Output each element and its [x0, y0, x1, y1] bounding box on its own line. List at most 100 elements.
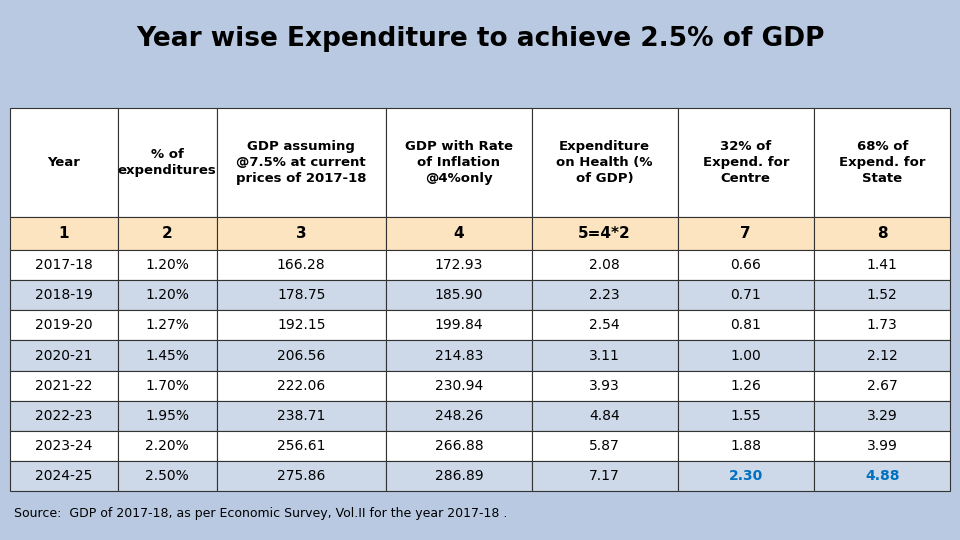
Bar	[532, 461, 678, 491]
Bar	[678, 108, 814, 217]
Text: 2020-21: 2020-21	[35, 348, 92, 362]
Text: 1.20%: 1.20%	[145, 258, 189, 272]
Bar	[678, 217, 814, 250]
Text: 1.20%: 1.20%	[145, 288, 189, 302]
Bar	[678, 280, 814, 310]
Bar	[386, 217, 532, 250]
Text: 248.26: 248.26	[435, 409, 483, 423]
Text: 2017-18: 2017-18	[35, 258, 92, 272]
Text: 2.67: 2.67	[867, 379, 898, 393]
Text: 32% of
Expend. for
Centre: 32% of Expend. for Centre	[703, 140, 789, 185]
Bar	[386, 401, 532, 431]
Text: 2: 2	[162, 226, 173, 241]
Text: 1.27%: 1.27%	[145, 319, 189, 332]
Text: 178.75: 178.75	[277, 288, 325, 302]
Text: Expenditure
on Health (%
of GDP): Expenditure on Health (% of GDP)	[557, 140, 653, 185]
Bar	[10, 431, 118, 461]
Bar	[10, 370, 118, 401]
Bar	[217, 370, 386, 401]
Text: 256.61: 256.61	[277, 439, 325, 453]
Text: 1.95%: 1.95%	[145, 409, 189, 423]
Text: 8: 8	[876, 226, 887, 241]
Bar	[532, 280, 678, 310]
Bar	[678, 370, 814, 401]
Bar	[118, 370, 217, 401]
Text: 2.23: 2.23	[589, 288, 620, 302]
Text: 0.71: 0.71	[731, 288, 761, 302]
Text: 4.88: 4.88	[865, 469, 900, 483]
Bar	[814, 401, 950, 431]
Bar	[678, 461, 814, 491]
Bar	[217, 310, 386, 340]
Text: (Rs. In Lakh Crore): (Rs. In Lakh Crore)	[811, 116, 941, 130]
Text: 5=4*2: 5=4*2	[578, 226, 631, 241]
Text: 4: 4	[453, 226, 464, 241]
Bar	[814, 310, 950, 340]
Bar	[386, 461, 532, 491]
Text: 0.66: 0.66	[731, 258, 761, 272]
Bar	[217, 340, 386, 370]
Bar	[678, 340, 814, 370]
Text: 2021-22: 2021-22	[35, 379, 92, 393]
Bar	[532, 250, 678, 280]
Bar	[814, 461, 950, 491]
Text: 2.50%: 2.50%	[145, 469, 189, 483]
Bar	[814, 370, 950, 401]
Bar	[532, 370, 678, 401]
Text: Year wise Expenditure to achieve 2.5% of GDP: Year wise Expenditure to achieve 2.5% of…	[135, 26, 825, 52]
Text: GDP with Rate
of Inflation
@4%only: GDP with Rate of Inflation @4%only	[405, 140, 513, 185]
Text: 2023-24: 2023-24	[35, 439, 92, 453]
Bar	[678, 250, 814, 280]
Bar	[814, 217, 950, 250]
Text: 3.99: 3.99	[867, 439, 898, 453]
Bar	[118, 280, 217, 310]
Text: % of
expenditures: % of expenditures	[118, 148, 217, 177]
Text: 3: 3	[296, 226, 306, 241]
Text: 222.06: 222.06	[277, 379, 325, 393]
Bar	[10, 250, 118, 280]
Text: 238.71: 238.71	[277, 409, 325, 423]
Bar	[118, 401, 217, 431]
Text: 3.11: 3.11	[589, 348, 620, 362]
Bar	[532, 340, 678, 370]
Bar	[10, 280, 118, 310]
Text: 206.56: 206.56	[277, 348, 325, 362]
Bar	[532, 310, 678, 340]
Bar	[814, 250, 950, 280]
Bar	[814, 108, 950, 217]
Text: 230.94: 230.94	[435, 379, 483, 393]
Text: 2.54: 2.54	[589, 319, 620, 332]
Text: 2019-20: 2019-20	[35, 319, 92, 332]
Bar	[217, 461, 386, 491]
Bar	[217, 217, 386, 250]
Text: GDP assuming
@7.5% at current
prices of 2017-18: GDP assuming @7.5% at current prices of …	[236, 140, 367, 185]
Text: 2.20%: 2.20%	[145, 439, 189, 453]
Bar	[118, 461, 217, 491]
Text: Source:  GDP of 2017-18, as per Economic Survey, Vol.II for the year 2017-18 .: Source: GDP of 2017-18, as per Economic …	[14, 507, 508, 520]
Text: 1.88: 1.88	[731, 439, 761, 453]
Bar	[532, 217, 678, 250]
Text: 1.52: 1.52	[867, 288, 898, 302]
Bar	[386, 280, 532, 310]
Text: 5.87: 5.87	[589, 439, 620, 453]
Text: 1.26: 1.26	[731, 379, 761, 393]
Text: 214.83: 214.83	[435, 348, 483, 362]
Bar	[118, 250, 217, 280]
Text: 266.88: 266.88	[435, 439, 483, 453]
Text: 199.84: 199.84	[435, 319, 483, 332]
Bar	[10, 340, 118, 370]
Bar	[10, 217, 118, 250]
Text: 68% of
Expend. for
State: 68% of Expend. for State	[839, 140, 925, 185]
Text: 4.84: 4.84	[589, 409, 620, 423]
Text: 286.89: 286.89	[435, 469, 483, 483]
Text: 1.70%: 1.70%	[145, 379, 189, 393]
Bar	[678, 431, 814, 461]
Bar	[532, 401, 678, 431]
Bar	[10, 401, 118, 431]
Text: Year: Year	[47, 156, 80, 169]
Text: 3.93: 3.93	[589, 379, 620, 393]
Bar	[814, 280, 950, 310]
Bar	[532, 431, 678, 461]
Text: 2.08: 2.08	[589, 258, 620, 272]
Text: 7.17: 7.17	[589, 469, 620, 483]
